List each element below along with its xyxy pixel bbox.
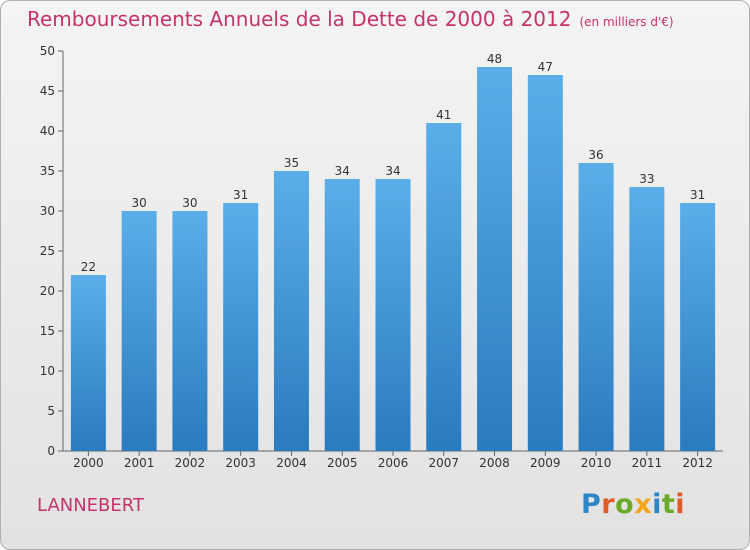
bar-2011 bbox=[629, 187, 665, 451]
chart-unit-note: (en milliers d'€) bbox=[579, 15, 674, 29]
data-label: 35 bbox=[284, 156, 299, 170]
x-tick-label: 2010 bbox=[581, 456, 612, 470]
bar-2008 bbox=[477, 67, 513, 451]
x-tick-label: 2004 bbox=[276, 456, 307, 470]
y-tick-label: 10 bbox=[40, 364, 55, 378]
bar-2012 bbox=[680, 203, 716, 451]
bar-2010 bbox=[578, 163, 614, 451]
y-tick-label: 35 bbox=[40, 164, 55, 178]
bar-2002 bbox=[172, 211, 208, 451]
commune-name: LANNEBERT bbox=[37, 495, 144, 516]
x-tick-label: 2003 bbox=[225, 456, 256, 470]
bar-2003 bbox=[223, 203, 259, 451]
x-tick-label: 2009 bbox=[530, 456, 561, 470]
y-tick-label: 5 bbox=[47, 404, 55, 418]
x-tick-label: 2005 bbox=[327, 456, 358, 470]
y-tick-label: 30 bbox=[40, 204, 55, 218]
data-label: 34 bbox=[335, 164, 350, 178]
x-tick-label: 2001 bbox=[124, 456, 155, 470]
data-label: 48 bbox=[487, 52, 502, 66]
y-tick-label: 0 bbox=[47, 444, 55, 458]
data-label: 41 bbox=[436, 108, 451, 122]
y-tick-label: 40 bbox=[40, 124, 55, 138]
x-tick-label: 2007 bbox=[428, 456, 459, 470]
chart-title-text: Remboursements Annuels de la Dette de 20… bbox=[27, 7, 572, 31]
data-label: 47 bbox=[538, 60, 553, 74]
y-tick-label: 20 bbox=[40, 284, 55, 298]
x-tick-label: 2011 bbox=[632, 456, 663, 470]
x-tick-label: 2008 bbox=[479, 456, 510, 470]
x-tick-label: 2000 bbox=[73, 456, 104, 470]
bar-2006 bbox=[375, 179, 411, 451]
data-label: 30 bbox=[182, 196, 197, 210]
chart-title: Remboursements Annuels de la Dette de 20… bbox=[27, 7, 674, 31]
x-tick-label: 2012 bbox=[682, 456, 713, 470]
y-tick-label: 50 bbox=[40, 44, 55, 58]
logo-letter: o bbox=[615, 489, 635, 520]
bar-2009 bbox=[527, 75, 563, 451]
x-tick-label: 2002 bbox=[175, 456, 206, 470]
data-label: 33 bbox=[639, 172, 654, 186]
logo-letter: r bbox=[601, 489, 616, 520]
bar-2001 bbox=[121, 211, 157, 451]
bar-2007 bbox=[426, 123, 462, 451]
data-label: 36 bbox=[588, 148, 603, 162]
logo-letter: i bbox=[652, 489, 662, 520]
data-label: 31 bbox=[690, 188, 705, 202]
y-tick-label: 25 bbox=[40, 244, 55, 258]
x-tick-label: 2006 bbox=[378, 456, 409, 470]
logo-letter: t bbox=[661, 489, 676, 520]
logo-letter: x bbox=[634, 489, 653, 520]
data-label: 30 bbox=[132, 196, 147, 210]
bar-2005 bbox=[324, 179, 360, 451]
logo-letter: P bbox=[581, 489, 602, 520]
y-tick-label: 15 bbox=[40, 324, 55, 338]
data-label: 34 bbox=[385, 164, 400, 178]
data-label: 31 bbox=[233, 188, 248, 202]
proxiti-logo: Proxiti bbox=[581, 489, 685, 520]
y-tick-label: 45 bbox=[40, 84, 55, 98]
data-label: 22 bbox=[81, 260, 96, 274]
bar-2000 bbox=[70, 275, 106, 451]
bar-2004 bbox=[273, 171, 309, 451]
logo-letter: i bbox=[675, 489, 686, 520]
